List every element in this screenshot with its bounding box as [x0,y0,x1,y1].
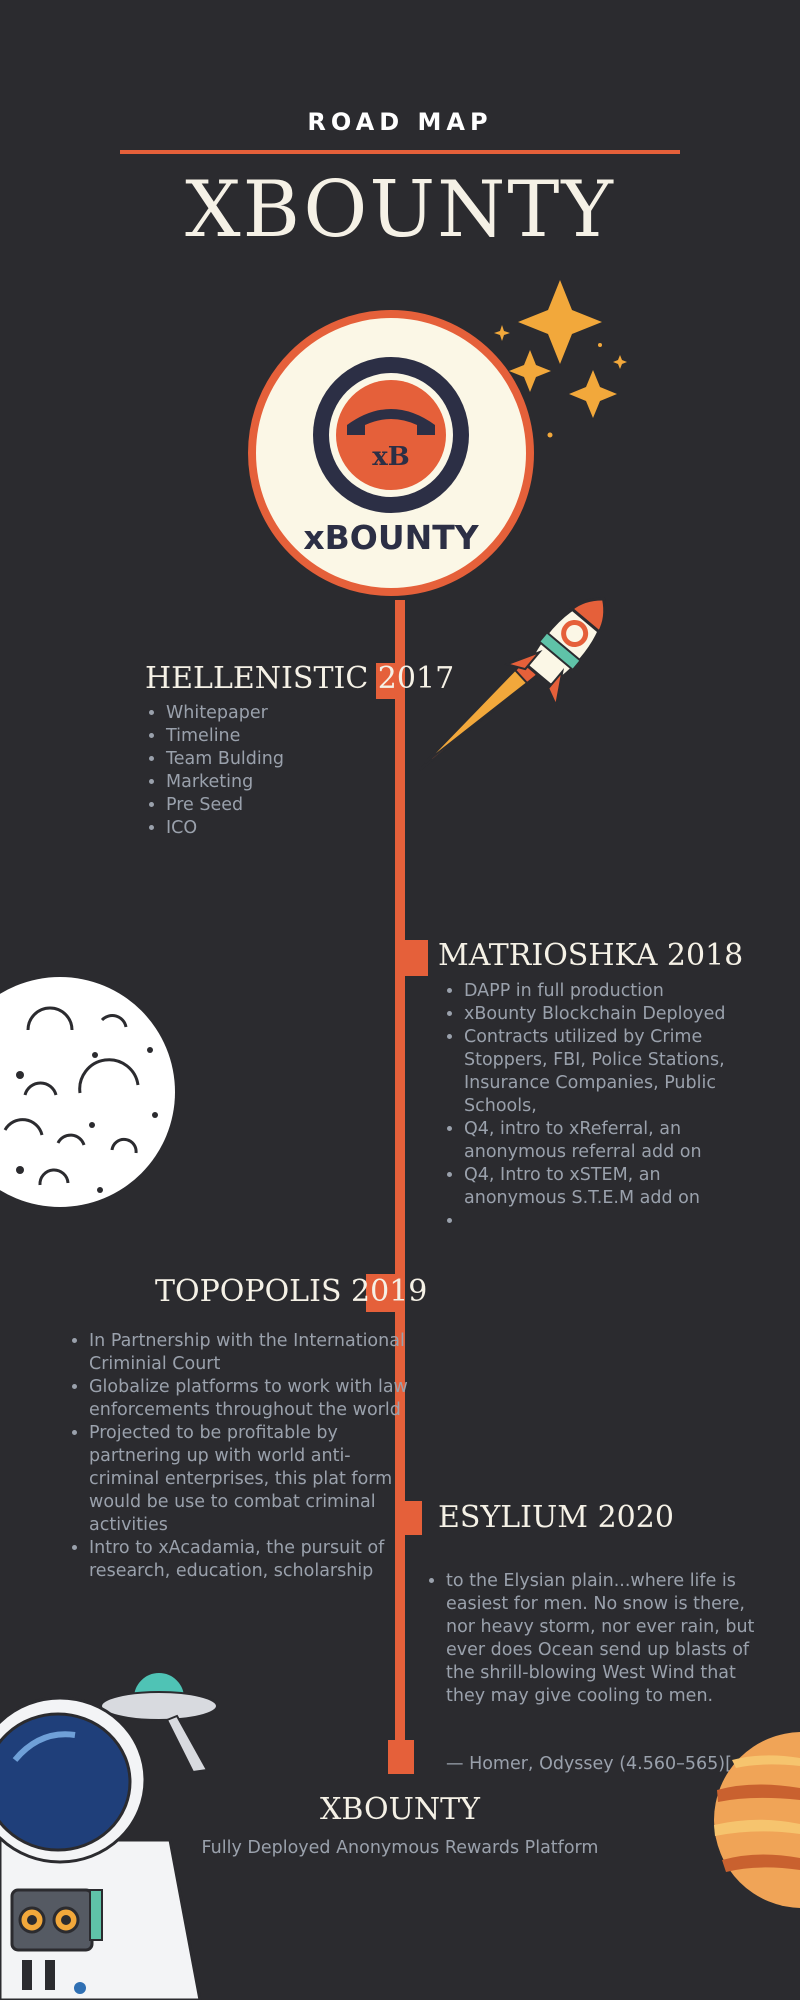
list-item: Contracts utilized by Crime Stoppers, FB… [464,1026,764,1118]
phase-title-matrioshka: MATRIOSHKA 2018 [438,938,744,973]
quote-attribution: — Homer, Odyssey (4.560–565)[ [446,1754,732,1774]
timeline-marker [404,1501,422,1535]
logo-wordmark: xBOUNTY [303,518,479,557]
list-item: Pre Seed [166,794,386,817]
list-item: ICO [166,817,386,840]
timeline-marker [376,663,396,699]
list-item: Whitepaper [166,702,386,725]
roadmap-label: ROAD MAP [307,108,493,136]
timeline-marker [404,940,428,976]
astronaut-icon [0,1696,202,2000]
phase-title-esylium: ESYLIUM 2020 [438,1500,674,1535]
list-item: Q4, intro to xReferral, an anonymous ref… [464,1118,764,1164]
rocket-icon [419,597,607,771]
phase-list-esylium: to the Elysian plain...where life is eas… [422,1570,764,1708]
list-item: Team Bulding [166,748,386,771]
list-item: DAPP in full production [464,980,764,1003]
list-item: Marketing [166,771,386,794]
phase-list-matrioshka: DAPP in full production xBounty Blockcha… [440,980,764,1233]
timeline-end-marker [388,1740,414,1774]
phase-list-topopolis: In Partnership with the International Cr… [65,1330,409,1583]
list-item: Intro to xAcadamia, the pursuit of resea… [89,1537,409,1583]
logo-badge-text: xB [372,442,410,472]
list-item: Globalize platforms to work with law enf… [89,1376,409,1422]
phone-badge-icon [313,357,469,513]
list-item: Timeline [166,725,386,748]
list-item: Projected to be profitable by partnering… [89,1422,409,1537]
phase-title-topopolis: TOPOPOLIS 2019 [155,1274,428,1309]
list-item: xBounty Blockchain Deployed [464,1003,764,1026]
phase-title-hellenistic: HELLENISTIC 2017 [145,661,455,696]
header-divider [120,150,680,154]
footer-title: XBOUNTY [320,1792,480,1827]
list-item: Q4, Intro to xSTEM, an anonymous S.T.E.M… [464,1164,764,1210]
ufo-icon [100,1671,218,1774]
moon-icon [0,977,175,1207]
page-title: XBOUNTY [185,165,615,255]
list-item [464,1210,764,1233]
list-item: In Partnership with the International Cr… [89,1330,409,1376]
planet-icon [714,1732,800,1908]
timeline-spine [395,600,405,1772]
list-item: to the Elysian plain...where life is eas… [446,1570,764,1708]
timeline-marker [366,1274,396,1312]
footer-subtitle: Fully Deployed Anonymous Rewards Platfor… [201,1838,599,1858]
phase-list-hellenistic: Whitepaper Timeline Team Bulding Marketi… [142,702,386,840]
